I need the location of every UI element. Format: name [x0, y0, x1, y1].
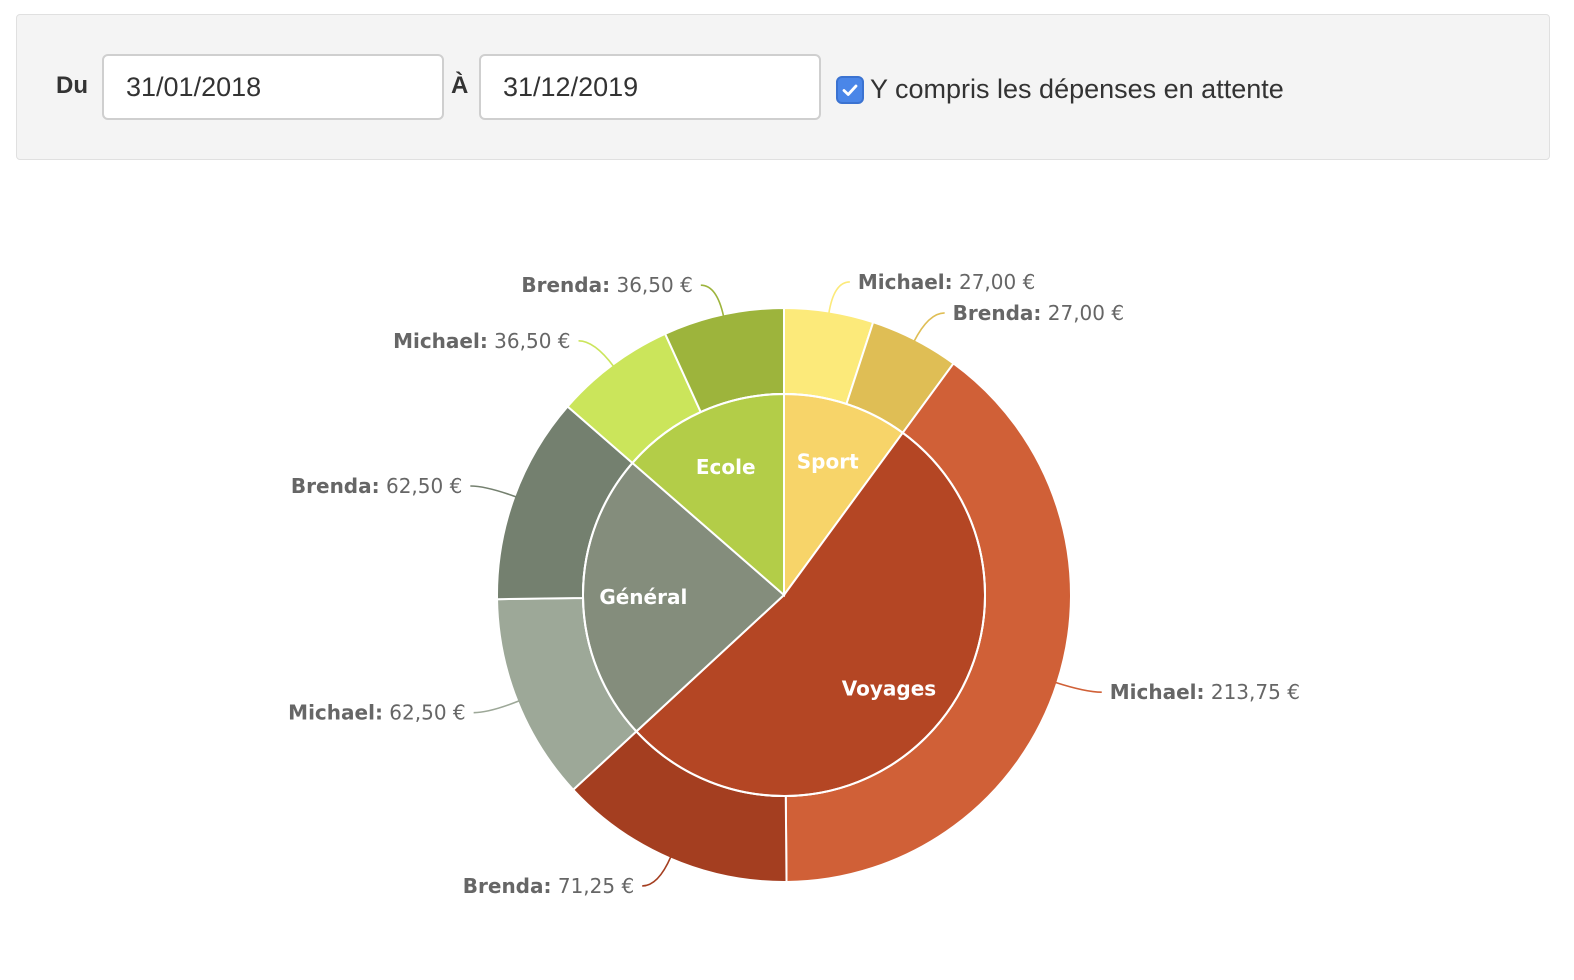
- to-date-input[interactable]: [479, 54, 821, 120]
- to-label: À: [451, 72, 469, 99]
- connector-lines: [470, 281, 1102, 887]
- data-label-general-michael: Michael: 62,50 €: [288, 701, 465, 725]
- ring-separator: [582, 393, 986, 797]
- connector-general-brenda: [470, 485, 517, 498]
- data-label-sport-michael: Michael: 27,00 €: [858, 270, 1035, 294]
- category-label-general: Général: [599, 585, 687, 609]
- category-ring: [582, 392, 986, 797]
- checkmark-icon: [842, 84, 858, 96]
- data-label-ecole-michael: Michael: 36,50 €: [393, 329, 570, 353]
- connector-general-michael: [473, 700, 520, 714]
- category-label-voyages: Voyages: [842, 677, 936, 701]
- category-label-sport: Sport: [797, 449, 859, 473]
- connector-ecole-michael: [578, 340, 615, 367]
- connector-sport-michael: [828, 281, 850, 314]
- data-labels: Sport Michael: 27,00 € Brenda: 27,00 € Voya…: [288, 270, 1300, 898]
- data-label-general-brenda: Brenda: 62,50 €: [291, 474, 462, 498]
- data-label-voyages-brenda: Brenda: 71,25 €: [463, 874, 634, 898]
- connector-sport-brenda: [913, 312, 945, 342]
- connector-voyages-michael: [1055, 681, 1102, 693]
- pending-label: Y compris les dépenses en attente: [870, 74, 1284, 104]
- data-label-voyages-michael: Michael: 213,75 €: [1110, 680, 1300, 704]
- pending-checkbox[interactable]: [836, 76, 864, 104]
- from-date-input[interactable]: [102, 54, 444, 120]
- data-label-sport-brenda: Brenda: 27,00 €: [953, 301, 1124, 325]
- connector-ecole-brenda: [700, 284, 725, 317]
- category-label-ecole: Ecole: [696, 455, 756, 479]
- from-label: Du: [56, 72, 88, 99]
- data-label-ecole-brenda: Brenda: 36,50 €: [521, 273, 692, 297]
- connector-voyages-brenda: [642, 856, 672, 887]
